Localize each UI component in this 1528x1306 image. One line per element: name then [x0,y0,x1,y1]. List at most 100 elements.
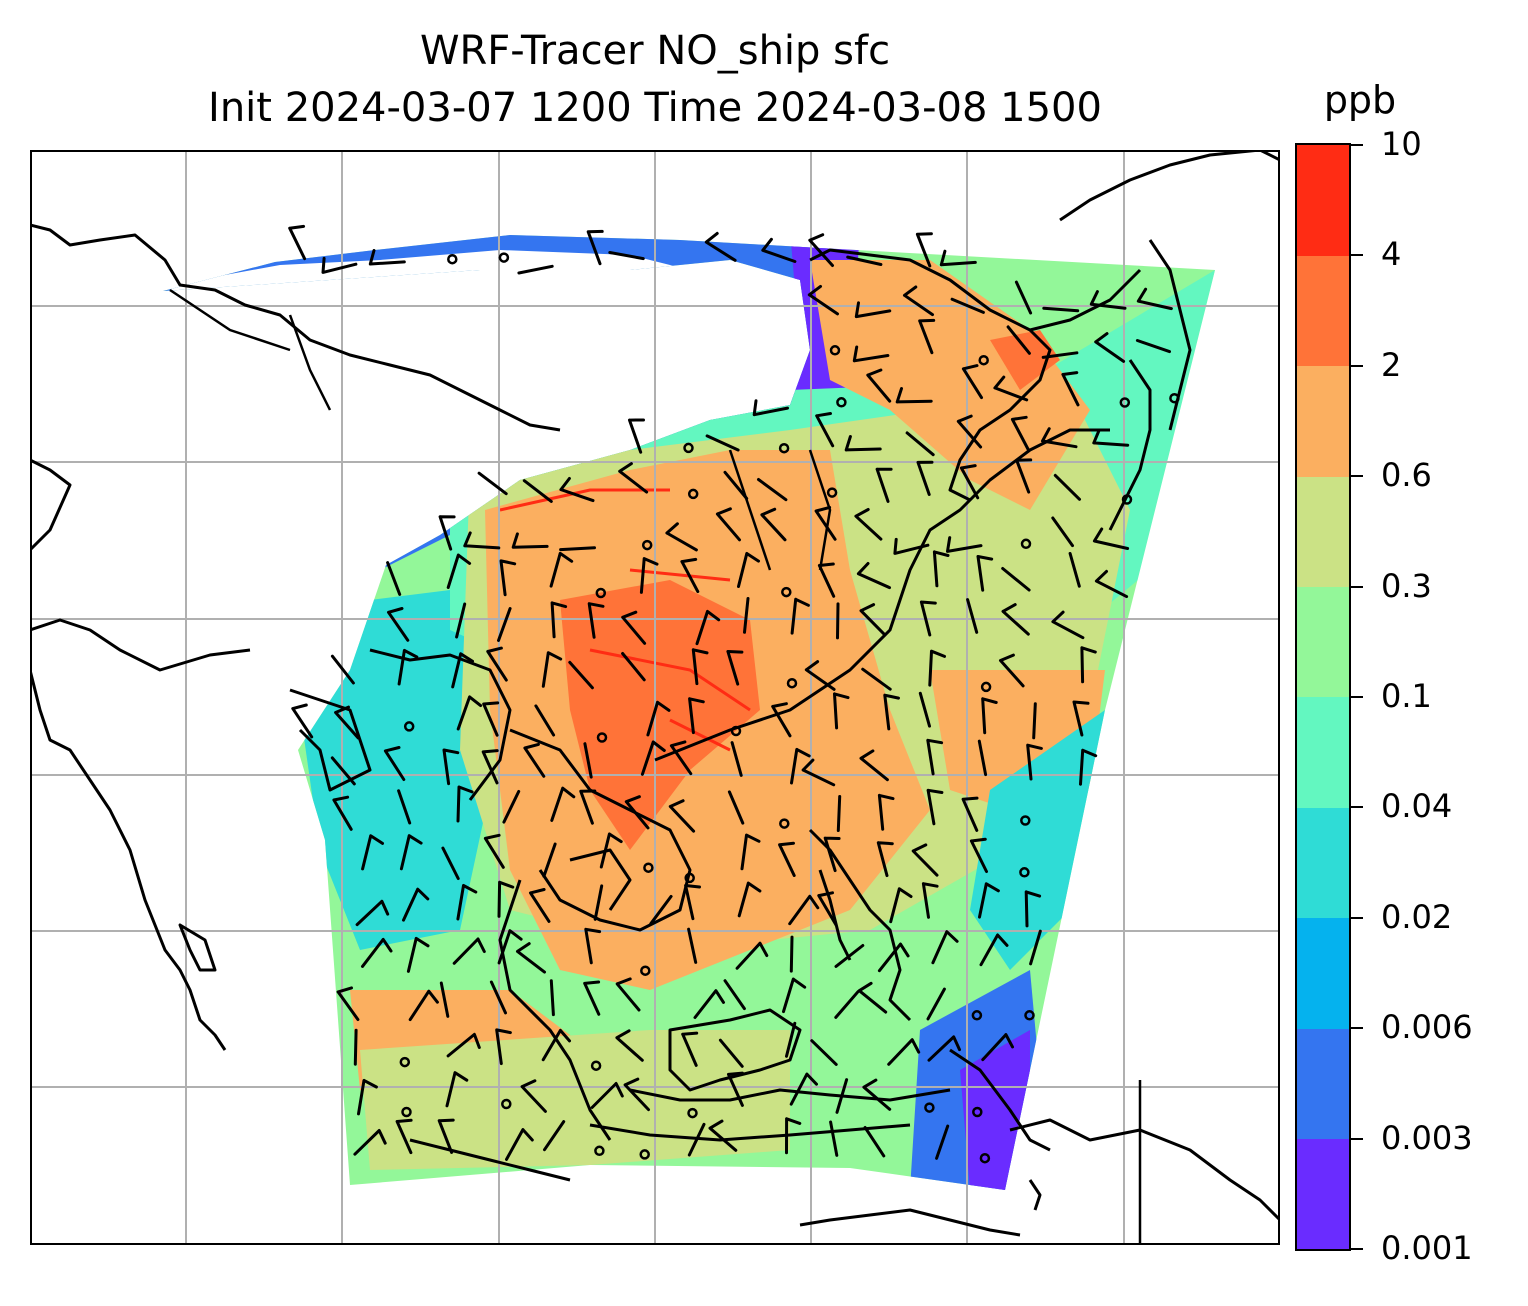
wind-barb [1042,306,1080,313]
wind-barb [387,607,410,642]
wind-barb [788,894,820,926]
calm-wind-circle [687,488,699,500]
wind-barb [456,785,474,823]
wind-barb [688,697,705,735]
wind-barb [559,546,596,552]
colorbar-tick [1351,1027,1363,1030]
wind-barb [889,887,913,924]
colorbar-segment [1297,255,1349,367]
wind-barb [704,231,737,262]
wind-barb [1024,890,1042,928]
wind-barb [639,557,659,594]
calm-wind-circle [639,1149,650,1160]
wind-barb [939,249,977,267]
wind-barb [785,1021,797,1058]
wind-barb [875,467,893,503]
wind-barb [723,979,746,1011]
wind-barb [680,557,700,594]
wind-barb [502,790,521,824]
wind-barb [330,654,355,685]
wind-barb [568,660,594,690]
wind-barb [866,368,892,403]
wind-barb [584,927,602,965]
wind-barb [446,553,472,589]
calm-wind-circle [1121,494,1133,505]
wind-barb [334,705,360,740]
calm-wind-circle [1019,867,1030,878]
wind-barb [956,414,983,449]
wind-barb [386,561,402,596]
field-red-streaks [499,488,751,752]
wind-barb [836,602,840,640]
wind-barb [383,746,406,781]
wind-barb [782,977,807,1014]
wind-barb [926,987,946,1021]
wind-barb [439,981,450,1018]
colorbar-tick-label: 2 [1381,345,1402,384]
calm-wind-circle [979,1152,991,1164]
calm-wind-circle [403,721,415,732]
wind-barb [1092,527,1130,550]
wind-barb [785,1117,802,1155]
wind-barb [979,933,1009,967]
colorbar-tick [1351,1137,1363,1140]
wind-barb [1135,339,1171,354]
wind-barb [833,692,850,730]
wind-barb [959,464,980,500]
wind-barb [789,1072,818,1106]
colorbar-segment [1297,1028,1349,1140]
calm-wind-circle [498,252,510,263]
wind-barb [353,1129,387,1156]
wind-barb [291,703,314,739]
wind-barb [529,888,551,923]
wind-barb [1092,428,1130,447]
wind-barb [978,882,1000,919]
calm-wind-circle [596,732,608,743]
calm-wind-circles [399,252,1180,1164]
coastlines [30,150,1280,1237]
wind-barb [615,1029,644,1062]
wind-barb [918,318,936,355]
wind-barb [905,431,935,457]
colorbar-tick-label: 0.001 [1381,1229,1473,1267]
gridlines [30,150,1280,1245]
wind-barb [1061,371,1080,407]
wind-barb [593,884,604,921]
wind-barb [516,942,546,974]
wind-barb [446,1032,481,1058]
wind-barb [1051,516,1074,548]
wind-barb [961,364,983,400]
calm-wind-circle [836,397,847,408]
wind-barb [451,652,474,689]
colorbar-segment [1297,917,1349,1029]
wind-barb [361,937,393,968]
wind-barb [810,1039,838,1066]
wind-barb [708,1119,738,1152]
wind-barb [1041,351,1079,359]
wind-barb [628,418,645,454]
wind-barb [486,646,508,682]
calm-wind-circle [399,1056,411,1068]
wind-barb [1006,325,1031,355]
wind-barb [511,532,549,549]
wind-barb [857,981,888,1014]
wind-barb [1089,290,1127,310]
wind-barb [1053,473,1081,501]
wind-barb [455,602,467,639]
wind-barb [743,597,750,634]
wind-barb [482,701,500,737]
wind-barb [549,551,574,588]
chart-title: WRF-Tracer NO_ship sfc [419,28,891,74]
colorbar-unit-label: ppb [1323,78,1397,122]
wind-barb [336,986,360,1021]
wind-barb [687,1122,706,1157]
wind-barb [760,507,787,542]
wind-barb [437,1118,455,1154]
colorbar-segment [1297,807,1349,919]
wind-barb [621,610,647,645]
wind-barb [863,1126,886,1158]
wind-barb [1080,646,1097,684]
calm-wind-circle [683,442,694,454]
colorbar-segment [1297,586,1349,698]
calm-wind-circle [1024,1010,1035,1021]
